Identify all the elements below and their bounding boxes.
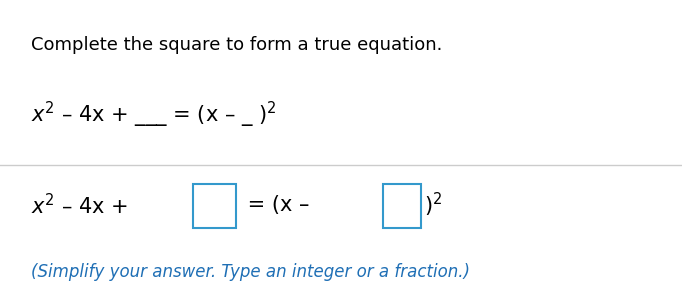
Bar (383, 184, 421, 228)
Text: $x^2$ – 4x +: $x^2$ – 4x + (31, 193, 130, 218)
Bar (193, 184, 236, 228)
Text: (Simplify your answer. Type an integer or a fraction.): (Simplify your answer. Type an integer o… (31, 263, 470, 281)
Text: Complete the square to form a true equation.: Complete the square to form a true equat… (31, 36, 442, 54)
Text: = (x –: = (x – (241, 195, 316, 215)
Text: $x^2$ – 4x + ___ = (x – _ )$^2$: $x^2$ – 4x + ___ = (x – _ )$^2$ (31, 100, 276, 130)
Text: )$^2$: )$^2$ (424, 191, 442, 220)
